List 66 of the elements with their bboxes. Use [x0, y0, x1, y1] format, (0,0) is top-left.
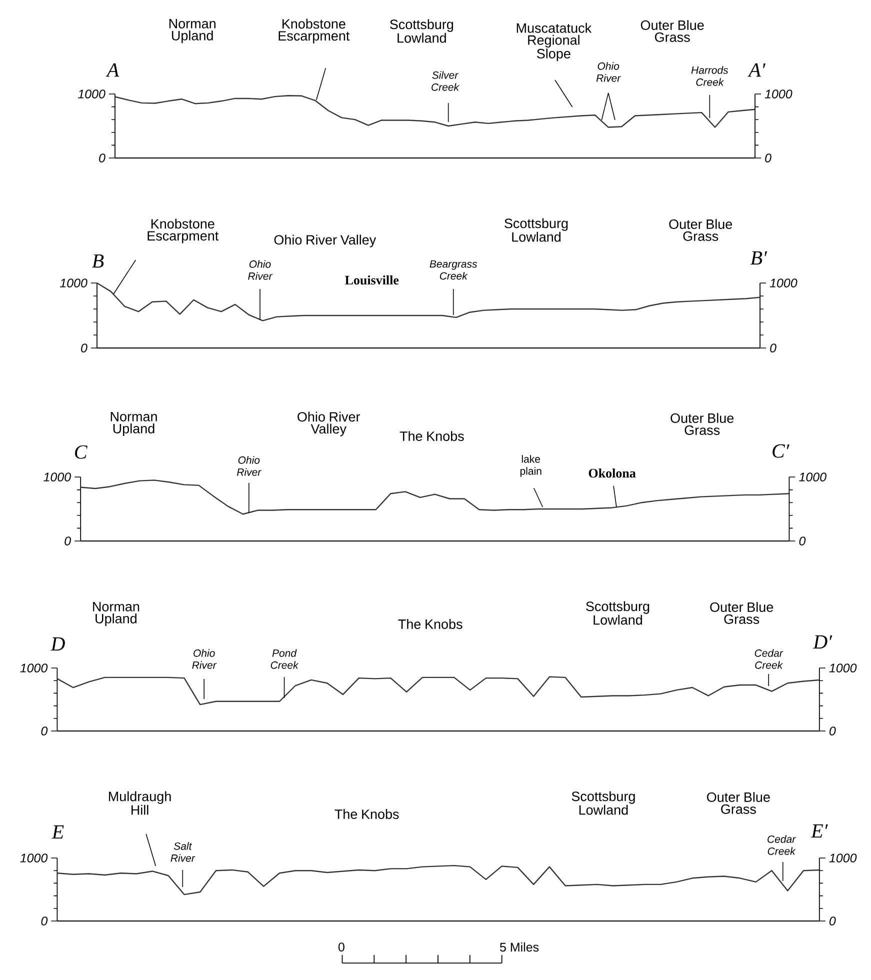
- text: B: [92, 254, 104, 268]
- y2-tick-label: 1000: [764, 90, 792, 98]
- y-tick-label: 1000: [78, 90, 106, 98]
- y-tick-label: 0: [41, 726, 48, 736]
- y2-tick-label: 1000: [799, 472, 826, 482]
- text: Ohio River: [596, 62, 621, 82]
- y-tick-label: 1000: [20, 664, 48, 672]
- text: Norman Upland: [110, 412, 157, 436]
- annotation: Ohio River: [192, 649, 217, 669]
- text: Outer Blue Grass: [669, 219, 732, 241]
- text: E′: [810, 824, 828, 838]
- y-tick-label: 1000: [20, 854, 48, 862]
- text: A: [106, 63, 120, 77]
- text: Scottsburg Lowland: [572, 791, 635, 815]
- text: E: [52, 825, 64, 839]
- annotation: Pond Creek: [270, 649, 299, 669]
- text: C′: [772, 444, 790, 458]
- y-tick-label: 1000: [44, 472, 71, 482]
- text: Knobstone Escarpment: [148, 218, 219, 244]
- text: Outer Blue Grass: [670, 413, 734, 435]
- y2-tick-label: 0: [770, 344, 776, 352]
- y2-tick-label: 1000: [829, 854, 857, 862]
- text: The Knobs: [398, 619, 462, 629]
- text: Cedar Creek: [768, 835, 796, 855]
- text: Scottsburg Lowland: [504, 218, 568, 242]
- annotation: Okolona: [588, 468, 636, 478]
- text: 0: [338, 942, 344, 952]
- y2-tick-label: 0: [799, 536, 806, 546]
- text: Knobstone Escarpment: [278, 18, 350, 44]
- annotation: Louisville: [345, 275, 399, 285]
- y-tick-label: 0: [41, 916, 48, 926]
- text: Silver Creek: [432, 71, 460, 91]
- y2-tick-label: 1000: [829, 664, 857, 672]
- text: Norman Upland: [93, 602, 140, 626]
- y-tick-label: 0: [81, 344, 88, 352]
- text: The Knobs: [400, 431, 464, 441]
- text: C: [75, 445, 88, 459]
- y2-tick-label: 1000: [770, 278, 798, 288]
- text: Outer Blue Grass: [640, 20, 704, 42]
- text: Ohio River: [248, 260, 273, 280]
- text: B′: [750, 251, 768, 265]
- text: lake plain: [520, 455, 542, 477]
- text: Norman Upland: [169, 18, 216, 44]
- text: Ohio River Valley: [274, 234, 376, 248]
- text: Ohio River Valley: [298, 412, 360, 436]
- text: Outer Blue Grass: [707, 792, 770, 814]
- text: Harrods Creek: [691, 66, 728, 86]
- text: Ohio River: [236, 456, 262, 476]
- annotation: Salt River: [170, 842, 196, 862]
- y2-tick-label: 0: [765, 154, 772, 162]
- text: Muscatatuck Regional Slope: [516, 22, 592, 62]
- text: A′: [748, 63, 766, 77]
- text: D′: [812, 635, 832, 649]
- text: Muldraugh Hill: [108, 791, 171, 815]
- text: Beargrass Creek: [430, 260, 478, 280]
- text: Scottsburg Lowland: [586, 601, 650, 625]
- text: D: [50, 637, 65, 651]
- y-tick-label: 1000: [60, 278, 88, 288]
- text: The Knobs: [334, 809, 399, 819]
- y2-tick-label: 0: [829, 726, 836, 736]
- y2-tick-label: 0: [829, 916, 836, 926]
- text: Scottsburg Lowland: [390, 19, 454, 43]
- text: Outer Blue Grass: [710, 602, 774, 624]
- text: 5 Miles: [500, 942, 539, 952]
- y-tick-label: 0: [64, 536, 71, 546]
- annotation: Cedar Creek: [754, 649, 784, 669]
